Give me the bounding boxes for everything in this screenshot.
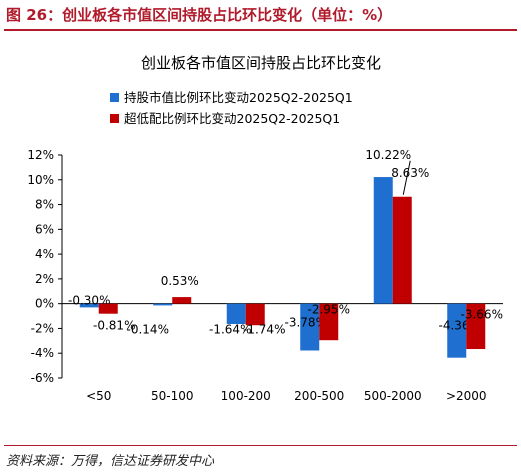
y-tick-label: 4% [35, 247, 54, 261]
y-tick-label: -2% [31, 321, 54, 335]
data-label: -1.64% [209, 323, 251, 337]
legend: 持股市值比例环比变动2025Q2-2025Q1 超低配比例环比变动2025Q2-… [110, 90, 353, 126]
data-label: 0.53% [161, 274, 199, 288]
x-tick-label: 500-2000 [364, 389, 422, 403]
data-label: -1.74% [243, 323, 285, 337]
bar-series-1 [226, 303, 246, 324]
bar-series-1 [153, 303, 173, 306]
legend-label-holding: 持股市值比例环比变动2025Q2-2025Q1 [124, 90, 353, 105]
y-tick-label: 0% [35, 297, 54, 311]
data-label: -0.14% [127, 323, 169, 337]
header-divider [4, 29, 517, 31]
bar-series-2 [319, 303, 339, 341]
figure-caption: 图 26：创业板各市值区间持股占比环比变化（单位：%） [6, 6, 393, 24]
chart: 创业板各市值区间持股占比环比变化 持股市值比例环比变动2025Q2-2025Q1… [27, 54, 503, 403]
data-label: -2.95% [308, 303, 350, 317]
bar-series-2 [466, 303, 486, 350]
y-tick-label: -6% [31, 371, 54, 385]
legend-label-overweight: 超低配比例环比变动2025Q2-2025Q1 [124, 111, 340, 126]
y-tick-label: 2% [35, 272, 54, 286]
bar-series-2 [172, 297, 192, 304]
x-tick-label: 50-100 [151, 389, 194, 403]
bar-series-1 [447, 303, 467, 358]
plot-area: 12% 10% 8% 6% 4% 2% 0% -2% -4% -6% <50 50-100 100-20… [27, 148, 503, 403]
data-label: -3.66% [461, 308, 503, 322]
data-label: 8.63% [391, 166, 429, 180]
chart-title: 创业板各市值区间持股占比环比变化 [141, 54, 381, 72]
x-tick-label: 100-200 [221, 389, 271, 403]
y-tick-label: 12% [27, 148, 54, 162]
y-tick-label: 10% [27, 173, 54, 187]
data-label: -3.78% [285, 316, 327, 330]
x-tick-label: >2000 [446, 389, 487, 403]
y-tick-label: 8% [35, 198, 54, 212]
source-note: 资料来源：万得，信达证券研发中心 [6, 454, 215, 469]
bar-series-1 [300, 303, 320, 351]
data-label: 10.22% [365, 148, 411, 162]
x-tick-label: <50 [86, 389, 111, 403]
bar-series-2 [245, 303, 265, 326]
footer-divider [4, 445, 517, 446]
legend-swatch-overweight [110, 114, 119, 123]
y-tick-label: -4% [31, 346, 54, 360]
bar-series-2 [392, 196, 412, 304]
bar-series-1 [373, 177, 393, 304]
legend-swatch-holding [110, 93, 119, 102]
x-tick-label: 200-500 [294, 389, 344, 403]
y-tick-label: 6% [35, 222, 54, 236]
bar-series-2 [98, 303, 118, 314]
data-label: -0.81% [93, 319, 135, 333]
data-label-leader [402, 160, 411, 195]
bar-series-1 [79, 303, 99, 308]
